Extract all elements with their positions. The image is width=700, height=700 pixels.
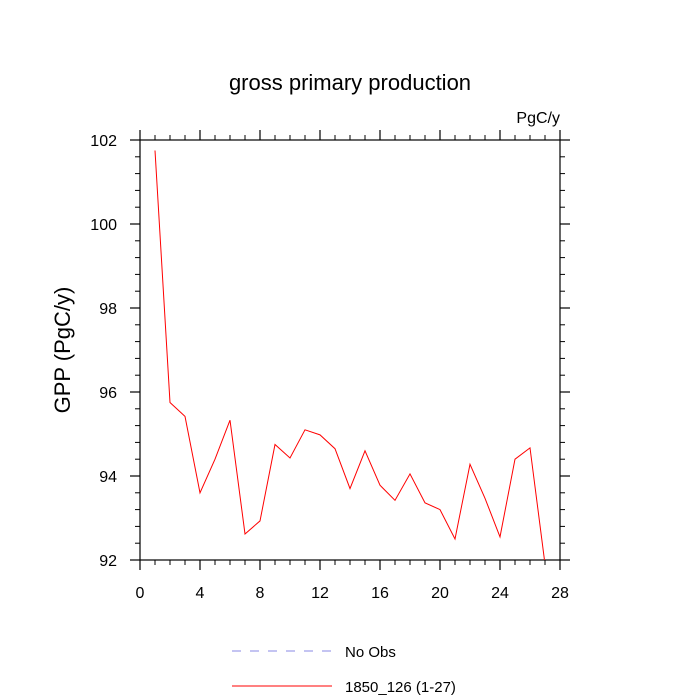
axis-tick-labels: 0 4 8 12 16 20 24 28 92 94 96 98 100 102 (90, 133, 569, 602)
y-tick-label: 100 (90, 217, 117, 234)
axis-ticks (130, 130, 570, 570)
y-axis-label: GPP (PgC/y) (50, 287, 75, 414)
units-label: PgC/y (516, 110, 560, 127)
x-tick-label: 24 (491, 585, 509, 602)
y-tick-label: 96 (99, 385, 117, 402)
x-tick-label: 12 (311, 585, 329, 602)
y-tick-label: 92 (99, 553, 117, 570)
x-tick-label: 16 (371, 585, 389, 602)
legend-label: 1850_126 (1-27) (345, 679, 456, 696)
y-tick-label: 102 (90, 133, 117, 150)
y-tick-label: 94 (99, 469, 117, 486)
plot-frame (139, 139, 561, 561)
x-tick-label: 0 (136, 585, 145, 602)
x-tick-label: 4 (196, 585, 205, 602)
x-tick-label: 28 (551, 585, 569, 602)
x-tick-label: 8 (256, 585, 265, 602)
y-tick-label: 98 (99, 301, 117, 318)
legend-label: No Obs (345, 644, 396, 661)
plot-border (139, 139, 561, 561)
x-tick-label: 20 (431, 585, 449, 602)
legend: No Obs 1850_126 (1-27) (232, 644, 456, 696)
chart-title: gross primary production (229, 70, 471, 95)
series-layer (154, 150, 545, 560)
series-line (154, 150, 545, 560)
